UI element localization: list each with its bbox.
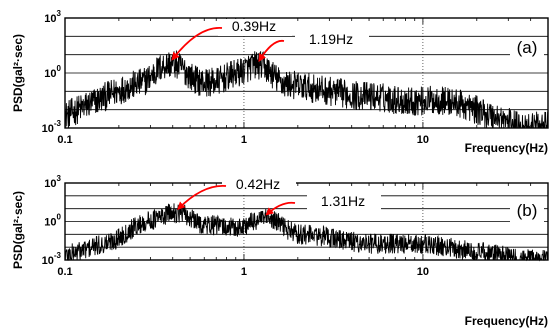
y-tick-label: 100 — [44, 64, 61, 80]
x-tick-label: 1 — [241, 134, 247, 146]
y-axis-label: PSD(gal²·sec) — [11, 191, 25, 269]
peak-arrow — [265, 201, 296, 216]
psd-series-line — [64, 203, 549, 262]
plot-frame — [64, 182, 549, 261]
y-tick-label: 103 — [44, 174, 61, 190]
peak-label-bg — [307, 194, 381, 211]
peak-label: 0.42Hz — [236, 176, 280, 192]
peak-label: 1.31Hz — [321, 193, 365, 209]
plot-frame — [64, 17, 549, 129]
panel-tag-bg — [510, 37, 544, 59]
panel-tag-bg — [510, 200, 544, 222]
peak-arrow — [177, 185, 227, 210]
x-axis-label: Frequency(Hz) — [465, 314, 548, 328]
peak-label-bg — [295, 32, 369, 49]
panel-tag: (a) — [517, 38, 538, 57]
y-tick-label: 100 — [44, 213, 61, 229]
psd-panel-b: 10-3 100 103 0.1 1 10 Frequency(Hz) PSD(gal²·se… — [11, 174, 549, 328]
x-tick-label: 0.1 — [57, 266, 72, 278]
peak-label-bg — [218, 19, 292, 36]
psd-series-line — [64, 50, 549, 129]
y-axis-label: PSD(gal²·sec) — [11, 34, 25, 112]
y-tick-label: 103 — [44, 9, 61, 25]
x-tick-label: 1 — [241, 266, 247, 278]
y-tick-label: 10-3 — [42, 251, 62, 267]
y-tick-label: 10-3 — [42, 119, 62, 135]
peak-label: 1.19Hz — [309, 31, 353, 47]
x-tick-label: 10 — [417, 266, 429, 278]
peak-label-bg — [222, 177, 296, 194]
x-tick-label: 10 — [417, 134, 429, 146]
panel-tag: (b) — [517, 201, 538, 220]
psd-panel-a: 10-3 100 103 0.1 1 10 Frequency(Hz) PSD(gal²·se… — [11, 9, 549, 155]
peak-arrow — [258, 39, 285, 62]
peak-arrow — [171, 27, 223, 61]
x-tick-label: 0.1 — [57, 134, 72, 146]
x-axis-label: Frequency(Hz) — [465, 141, 548, 155]
peak-label: 0.39Hz — [232, 18, 276, 34]
